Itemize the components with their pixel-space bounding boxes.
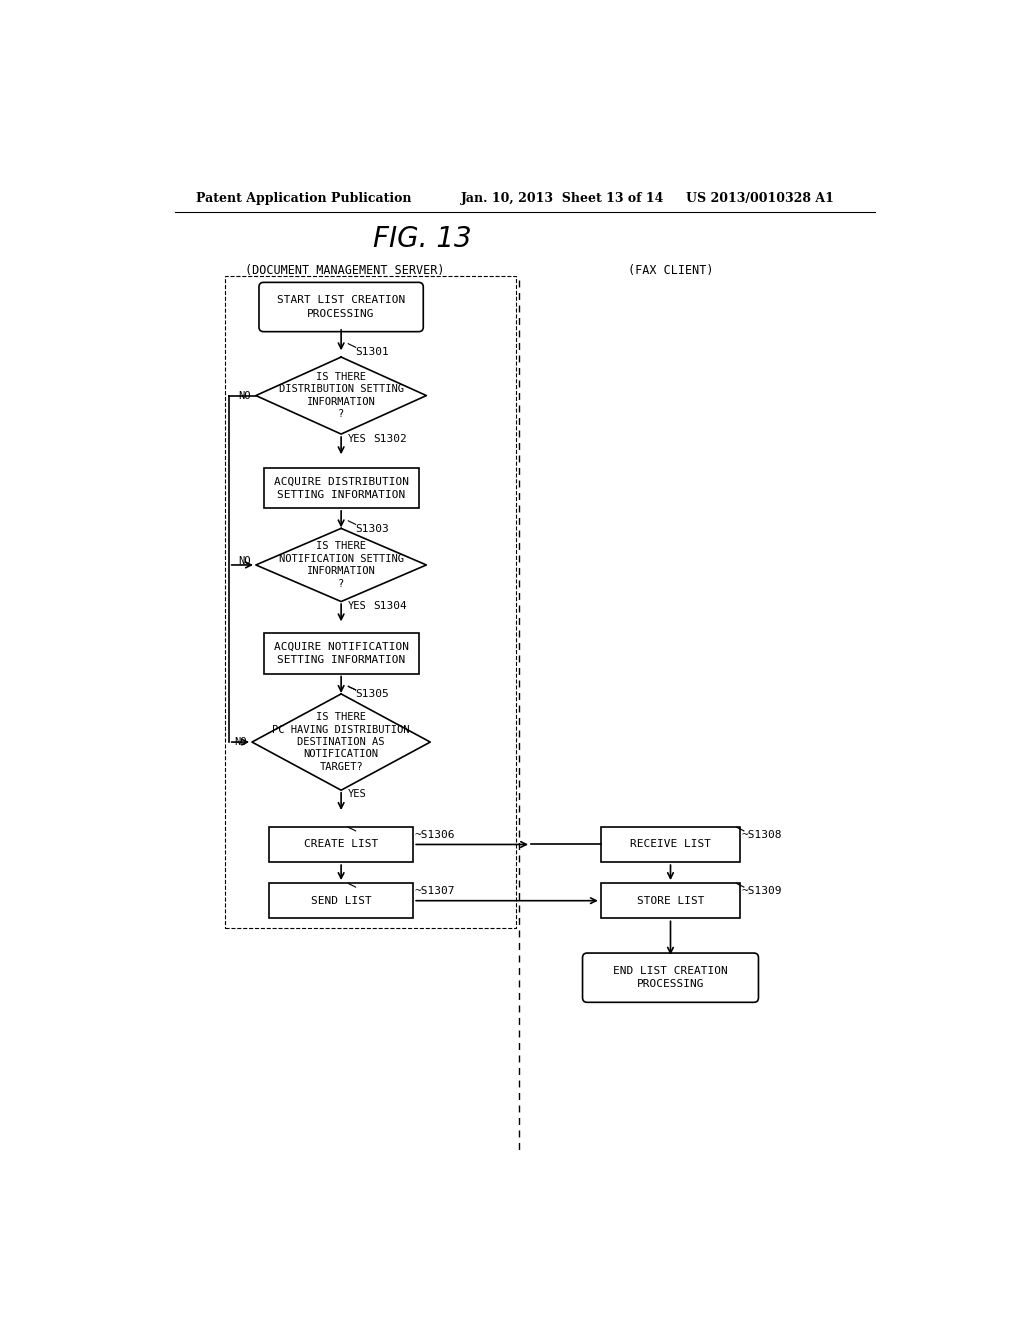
Text: S1303: S1303 xyxy=(355,524,389,533)
Text: IS THERE
DISTRIBUTION SETTING
INFORMATION
?: IS THERE DISTRIBUTION SETTING INFORMATIO… xyxy=(279,372,403,420)
Text: RECEIVE LIST: RECEIVE LIST xyxy=(630,840,711,850)
Text: Patent Application Publication: Patent Application Publication xyxy=(197,191,412,205)
Text: END LIST CREATION
PROCESSING: END LIST CREATION PROCESSING xyxy=(613,966,728,989)
Text: S1305: S1305 xyxy=(355,689,389,700)
Text: IS THERE
PC HAVING DISTRIBUTION
DESTINATION AS
NOTIFICATION
TARGET?: IS THERE PC HAVING DISTRIBUTION DESTINAT… xyxy=(272,713,410,772)
Bar xyxy=(263,469,419,508)
Bar xyxy=(601,883,740,919)
Bar xyxy=(225,276,515,928)
Text: S1304: S1304 xyxy=(374,601,408,611)
Text: (DOCUMENT MANAGEMENT SERVER): (DOCUMENT MANAGEMENT SERVER) xyxy=(246,264,444,277)
Text: ~S1306: ~S1306 xyxy=(415,830,456,841)
Text: SEND LIST: SEND LIST xyxy=(310,896,372,906)
Bar xyxy=(269,883,413,919)
Text: ~S1307: ~S1307 xyxy=(415,887,456,896)
Text: ACQUIRE NOTIFICATION
SETTING INFORMATION: ACQUIRE NOTIFICATION SETTING INFORMATION xyxy=(273,642,409,665)
Text: NO: NO xyxy=(238,391,251,400)
Text: ~S1308: ~S1308 xyxy=(741,830,782,841)
Text: STORE LIST: STORE LIST xyxy=(637,896,705,906)
Text: US 2013/0010328 A1: US 2013/0010328 A1 xyxy=(686,191,834,205)
Bar xyxy=(601,826,740,862)
Text: S1301: S1301 xyxy=(355,347,389,356)
Text: START LIST CREATION
PROCESSING: START LIST CREATION PROCESSING xyxy=(278,296,406,318)
Text: NO: NO xyxy=(238,556,251,566)
Text: ~S1309: ~S1309 xyxy=(741,887,782,896)
Text: S1302: S1302 xyxy=(374,434,408,444)
Text: NO: NO xyxy=(234,737,247,747)
Bar xyxy=(263,634,419,673)
Text: YES: YES xyxy=(347,789,366,800)
Text: Jan. 10, 2013  Sheet 13 of 14: Jan. 10, 2013 Sheet 13 of 14 xyxy=(461,191,665,205)
Text: (FAX CLIENT): (FAX CLIENT) xyxy=(628,264,714,277)
FancyBboxPatch shape xyxy=(583,953,759,1002)
Text: CREATE LIST: CREATE LIST xyxy=(304,840,378,850)
Text: IS THERE
NOTIFICATION SETTING
INFORMATION
?: IS THERE NOTIFICATION SETTING INFORMATIO… xyxy=(279,541,403,589)
Text: YES: YES xyxy=(347,434,366,444)
FancyBboxPatch shape xyxy=(259,282,423,331)
Text: FIG. 13: FIG. 13 xyxy=(373,226,472,253)
Bar xyxy=(269,826,413,862)
Text: ACQUIRE DISTRIBUTION
SETTING INFORMATION: ACQUIRE DISTRIBUTION SETTING INFORMATION xyxy=(273,477,409,499)
Text: YES: YES xyxy=(347,601,366,611)
